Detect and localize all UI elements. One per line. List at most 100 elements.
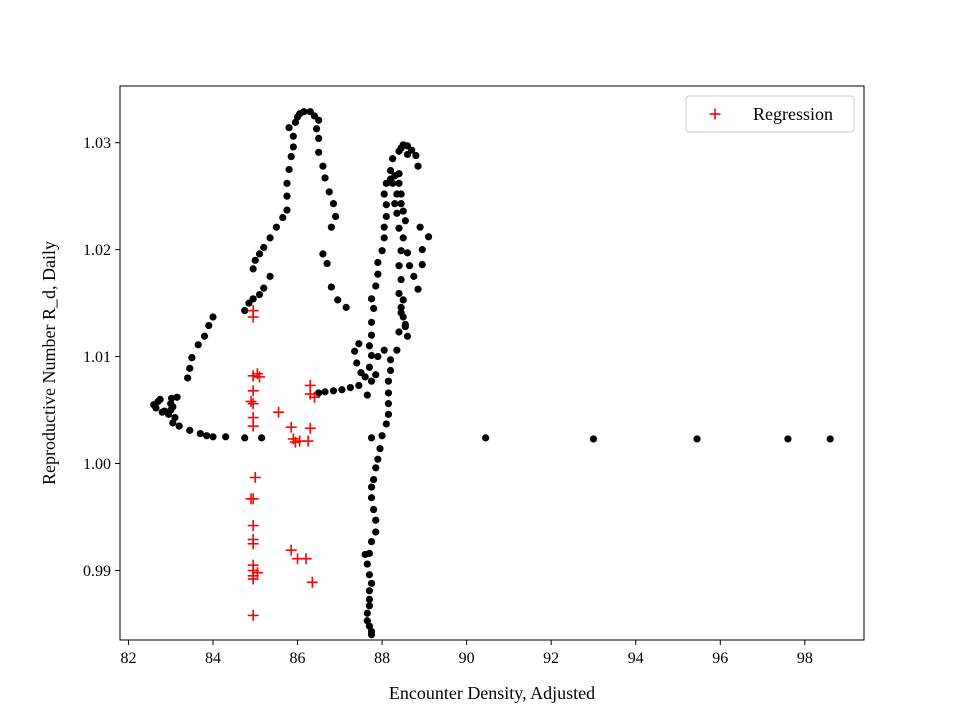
data-point bbox=[260, 284, 268, 292]
data-point bbox=[365, 571, 374, 579]
legend: Regression bbox=[685, 95, 855, 133]
data-point bbox=[255, 290, 264, 299]
data-point bbox=[321, 388, 329, 396]
data-point bbox=[315, 389, 323, 397]
x-axis-label: Encounter Density, Adjusted bbox=[389, 683, 595, 703]
data-point bbox=[319, 162, 327, 170]
data-point bbox=[266, 272, 274, 280]
data-point bbox=[380, 223, 388, 231]
data-point bbox=[384, 389, 393, 397]
data-point bbox=[342, 303, 350, 311]
regression-point bbox=[247, 398, 259, 410]
data-point bbox=[389, 179, 397, 187]
x-tick-label: 82 bbox=[120, 650, 136, 667]
data-point bbox=[327, 223, 335, 231]
data-point bbox=[312, 125, 321, 133]
data-point bbox=[363, 560, 371, 568]
data-point bbox=[315, 134, 323, 143]
data-point bbox=[367, 579, 376, 587]
data-point bbox=[355, 381, 363, 390]
data-point bbox=[414, 285, 422, 293]
x-tick-label: 92 bbox=[543, 650, 559, 667]
data-point bbox=[418, 246, 426, 254]
data-point bbox=[395, 147, 403, 155]
data-point bbox=[418, 261, 426, 269]
data-point bbox=[285, 124, 293, 132]
data-point bbox=[482, 434, 490, 442]
regression-point bbox=[273, 406, 285, 418]
data-point bbox=[380, 346, 388, 354]
data-point bbox=[357, 369, 365, 377]
regression-point bbox=[247, 420, 259, 432]
data-point bbox=[414, 162, 422, 170]
data-point bbox=[374, 258, 382, 267]
data-point bbox=[393, 190, 401, 198]
regression-point bbox=[300, 553, 312, 565]
data-point bbox=[784, 435, 792, 443]
data-point bbox=[393, 209, 401, 217]
data-point bbox=[380, 190, 388, 198]
data-point bbox=[287, 152, 295, 161]
data-point bbox=[397, 275, 405, 284]
data-point bbox=[222, 433, 230, 441]
regression-point bbox=[285, 421, 297, 433]
data-point bbox=[321, 174, 329, 182]
data-point bbox=[401, 217, 409, 225]
data-point bbox=[399, 234, 407, 242]
data-point bbox=[382, 212, 390, 221]
data-point bbox=[367, 331, 376, 339]
data-point bbox=[194, 341, 202, 349]
regression-point bbox=[247, 311, 259, 323]
regression-point bbox=[308, 391, 320, 403]
data-point bbox=[374, 270, 382, 278]
x-tick-label: 84 bbox=[205, 650, 221, 667]
data-point bbox=[395, 170, 403, 178]
data-point bbox=[319, 250, 327, 258]
data-point bbox=[283, 206, 291, 214]
data-point bbox=[283, 179, 291, 187]
data-point bbox=[391, 200, 399, 208]
plot-marks bbox=[150, 108, 834, 639]
data-point bbox=[397, 247, 405, 255]
data-point bbox=[826, 435, 834, 443]
data-point bbox=[395, 328, 403, 336]
data-point bbox=[327, 283, 335, 291]
regression-point bbox=[306, 576, 318, 588]
data-point bbox=[156, 395, 164, 403]
x-tick-label: 86 bbox=[290, 650, 306, 667]
data-point bbox=[255, 250, 264, 258]
data-point bbox=[329, 387, 338, 395]
data-point bbox=[405, 262, 414, 270]
legend-marker-plus bbox=[709, 108, 721, 120]
data-point bbox=[365, 363, 374, 371]
data-point bbox=[289, 132, 297, 140]
y-tick-label: 1.00 bbox=[83, 456, 111, 473]
data-point bbox=[334, 296, 342, 304]
data-point bbox=[372, 528, 380, 536]
data-point bbox=[200, 332, 209, 340]
data-point bbox=[370, 505, 378, 514]
data-point bbox=[365, 587, 374, 595]
data-point bbox=[338, 386, 346, 394]
data-point bbox=[395, 179, 403, 187]
data-point bbox=[169, 419, 177, 427]
data-point bbox=[209, 313, 217, 321]
data-point bbox=[251, 256, 259, 264]
data-point bbox=[384, 410, 393, 418]
data-point bbox=[367, 538, 376, 546]
data-point bbox=[367, 295, 376, 303]
data-point bbox=[395, 262, 403, 270]
regression-point bbox=[254, 371, 265, 383]
data-point bbox=[412, 151, 420, 160]
regression-point bbox=[302, 435, 314, 447]
data-point bbox=[370, 475, 378, 484]
y-axis: 0.99 1.00 1.01 1.02 1.03 bbox=[83, 135, 120, 580]
data-point bbox=[693, 435, 701, 443]
legend-plus-marker bbox=[709, 108, 721, 120]
y-tick-label: 0.99 bbox=[83, 563, 111, 580]
data-point bbox=[323, 259, 331, 268]
data-point bbox=[283, 192, 291, 200]
regression-point bbox=[247, 538, 259, 550]
data-point bbox=[372, 371, 380, 379]
